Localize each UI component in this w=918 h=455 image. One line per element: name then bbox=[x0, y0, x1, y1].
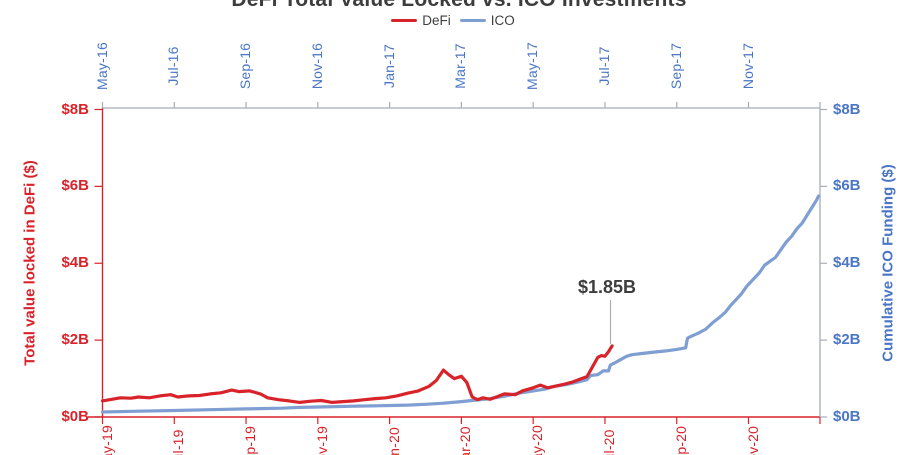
top-axis-label-8: Sep-17 bbox=[667, 42, 684, 90]
legend-label-ico: ICO bbox=[490, 13, 515, 28]
top-axis-label-2: Sep-16 bbox=[237, 42, 254, 90]
bottom-axis-label-8: Sep-20 bbox=[672, 425, 689, 455]
legend-item-defi: DeFi bbox=[391, 13, 451, 28]
bottom-axis-label-7: Jul-20 bbox=[600, 429, 617, 455]
top-axis-label-0: May-16 bbox=[93, 42, 110, 90]
ico-line-swatch bbox=[459, 18, 486, 23]
left-axis-label-1: $6B bbox=[61, 177, 89, 195]
bottom-axis-label-6: May-20 bbox=[529, 425, 546, 455]
top-axis-label-6: May-17 bbox=[524, 42, 541, 90]
legend-label-defi: DeFi bbox=[422, 13, 451, 28]
bottom-axis-label-1: Jul-19 bbox=[170, 429, 187, 455]
bottom-axis-label-5: Mar-20 bbox=[457, 426, 474, 455]
bottom-axis-label-0: May-19 bbox=[98, 425, 115, 455]
chart-title: DeFi Total Value Locked vs. ICO Investme… bbox=[0, 0, 918, 12]
left-axis-label-0: $8B bbox=[61, 100, 89, 118]
annotation-185b: $1.85B bbox=[577, 277, 637, 297]
ico-line bbox=[100, 194, 821, 414]
left-axis-title: Total value locked in DeFi ($) bbox=[21, 160, 39, 366]
top-axis-label-4: Jan-17 bbox=[380, 43, 397, 89]
top-axis-label-3: Nov-16 bbox=[308, 42, 325, 90]
defi-line-swatch bbox=[391, 18, 418, 23]
legend: DeFi ICO bbox=[0, 13, 912, 28]
bottom-axis-label-9: Nov-20 bbox=[744, 425, 761, 455]
bottom-axis-label-2: Sep-19 bbox=[242, 425, 259, 455]
left-axis-label-2: $4B bbox=[61, 254, 89, 272]
defi-line bbox=[100, 344, 614, 404]
top-axis-label-7: Jul-17 bbox=[595, 46, 612, 86]
left-axis-label-4: $0B bbox=[61, 408, 89, 425]
right-axis-title: Cumulative ICO Funding ($) bbox=[879, 164, 897, 362]
bottom-axis-label-3: Nov-19 bbox=[313, 425, 330, 455]
top-axis-label-9: Nov-17 bbox=[739, 42, 756, 90]
right-axis-label-3: $2B bbox=[833, 331, 861, 349]
top-axis-label-1: Jul-16 bbox=[165, 46, 182, 86]
left-axis-label-3: $2B bbox=[61, 331, 89, 349]
right-axis-label-2: $4B bbox=[833, 254, 861, 272]
top-axis-label-5: Mar-17 bbox=[452, 43, 469, 89]
bottom-axis-label-4: Jan-20 bbox=[385, 426, 402, 455]
right-axis-label-4: $0B bbox=[833, 408, 861, 425]
right-axis-label-1: $6B bbox=[833, 177, 861, 195]
right-axis-label-0: $8B bbox=[833, 100, 861, 118]
legend-item-ico: ICO bbox=[459, 13, 515, 28]
